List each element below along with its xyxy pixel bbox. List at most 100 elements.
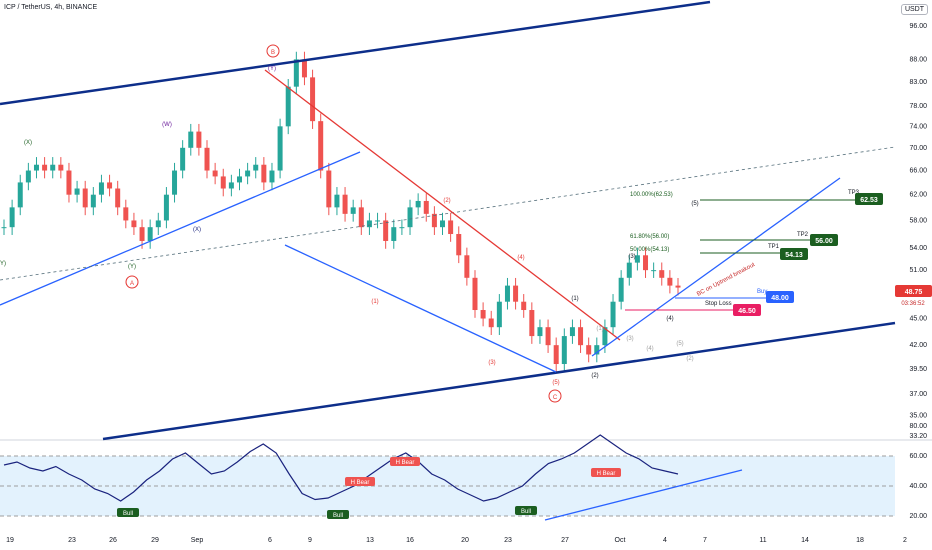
- wave-label: (X): [193, 227, 201, 233]
- candle-body: [586, 345, 592, 355]
- time-tick-label: 26: [109, 537, 117, 544]
- wave-label: (4): [517, 255, 524, 261]
- time-tick-label: Sep: [191, 537, 204, 544]
- candle-body: [618, 277, 624, 302]
- time-tick-label: 4: [663, 537, 667, 544]
- candle-body: [172, 170, 178, 195]
- time-tick-label: 23: [504, 537, 512, 544]
- candle-body: [594, 345, 600, 355]
- candle-body: [245, 170, 251, 177]
- rsi-tag-box: [345, 477, 375, 486]
- time-tick-label: 16: [406, 537, 414, 544]
- wave-label: (4): [666, 316, 673, 322]
- candle-body: [326, 170, 332, 208]
- wave-label: (2): [591, 373, 598, 379]
- rsi-tag-label: Bull: [333, 513, 343, 519]
- channel-lower-line: [102, 321, 896, 441]
- candle-body: [537, 327, 543, 337]
- candle-body: [358, 207, 364, 228]
- candle-body: [74, 188, 80, 195]
- wave-label: B: [271, 50, 275, 56]
- candle-body: [33, 164, 39, 171]
- candle-body: [90, 194, 96, 208]
- rsi-tick-label: 80.00: [909, 423, 927, 430]
- candle-body: [553, 345, 559, 365]
- candle-body: [634, 255, 640, 263]
- candle-body: [407, 207, 413, 228]
- candle-body: [1, 227, 7, 229]
- wave-label: A: [130, 281, 134, 287]
- rsi-tag-box: [390, 457, 420, 466]
- tp2-box: [810, 234, 838, 246]
- candle-body: [667, 277, 673, 286]
- price-tick-label: 54.00: [909, 245, 927, 252]
- candle-body: [375, 220, 381, 222]
- rsi-tag-label: Bull: [123, 511, 133, 517]
- candle-body: [82, 188, 88, 208]
- candle-body: [366, 220, 372, 228]
- chart-title: ICP / TetherUS, 4h, BINANCE: [4, 4, 98, 11]
- candle-body: [399, 227, 405, 229]
- price-tick-label: 78.00: [909, 103, 927, 110]
- tp3-label: TP3: [848, 190, 860, 196]
- tp3-value: 62.53: [860, 197, 878, 204]
- candle-body: [643, 255, 649, 271]
- wave-label: (W): [162, 122, 172, 128]
- candle-body: [253, 164, 259, 171]
- wave-label: (4): [646, 346, 653, 352]
- buy-label: Buy: [757, 289, 767, 295]
- candle-body: [123, 207, 129, 221]
- candles-group: [1, 51, 681, 372]
- wave-label: (Y): [268, 66, 276, 72]
- candle-body: [480, 310, 486, 319]
- candle-body: [391, 227, 397, 241]
- wave-label: (1): [571, 296, 578, 302]
- wave-label: (X): [24, 140, 32, 146]
- price-tick-label: 45.00: [909, 316, 927, 323]
- candle-body: [675, 285, 681, 288]
- candle-body: [293, 59, 299, 87]
- price-tick-label: 33.20: [909, 433, 927, 440]
- candle-body: [431, 213, 437, 228]
- wave-label: (Y): [0, 261, 6, 267]
- time-tick-label: 29: [151, 537, 159, 544]
- rsi-tag-box: [117, 508, 139, 517]
- candle-body: [334, 194, 340, 208]
- price-tick-label: 39.50: [909, 366, 927, 373]
- candle-body: [456, 234, 462, 256]
- tp1-label: TP1: [768, 244, 780, 250]
- candle-body: [188, 131, 194, 148]
- buy-value: 48.00: [771, 295, 789, 302]
- wave-label: (2): [443, 198, 450, 204]
- rsi-trendline: [544, 469, 743, 521]
- candle-body: [163, 194, 169, 221]
- price-tick-label: 83.00: [909, 79, 927, 86]
- rsi-tag-label: H Bear: [351, 480, 370, 486]
- wave-label: (2): [686, 356, 693, 362]
- tp1-value: 54.13: [785, 252, 803, 259]
- fib-label: 100.00%(62.53): [630, 192, 673, 198]
- candle-body: [285, 86, 291, 127]
- rsi-line: [3, 434, 679, 502]
- candle-body: [204, 147, 210, 171]
- candle-body: [131, 220, 137, 228]
- candle-body: [269, 170, 275, 183]
- rsi-tag-box: [591, 468, 621, 477]
- breakout-annotation: BC on Uptrend breakout: [696, 262, 756, 298]
- channel-upper-line: [0, 0, 711, 106]
- candle-body: [42, 164, 48, 171]
- candle-body: [25, 170, 31, 183]
- candle-body: [626, 262, 632, 278]
- stop-loss-label: Stop Loss: [705, 301, 732, 307]
- price-tick-label: 42.00: [909, 342, 927, 349]
- currency-badge[interactable]: USDT: [900, 4, 928, 15]
- tp1-box: [780, 248, 808, 260]
- candle-body: [212, 170, 218, 177]
- price-tick-label: 35.00: [909, 413, 927, 420]
- candle-body: [423, 200, 429, 214]
- price-tick-label: 66.00: [909, 168, 927, 175]
- buy-box: [766, 291, 794, 303]
- candle-body: [139, 227, 145, 241]
- wave-label: (Y): [128, 264, 136, 270]
